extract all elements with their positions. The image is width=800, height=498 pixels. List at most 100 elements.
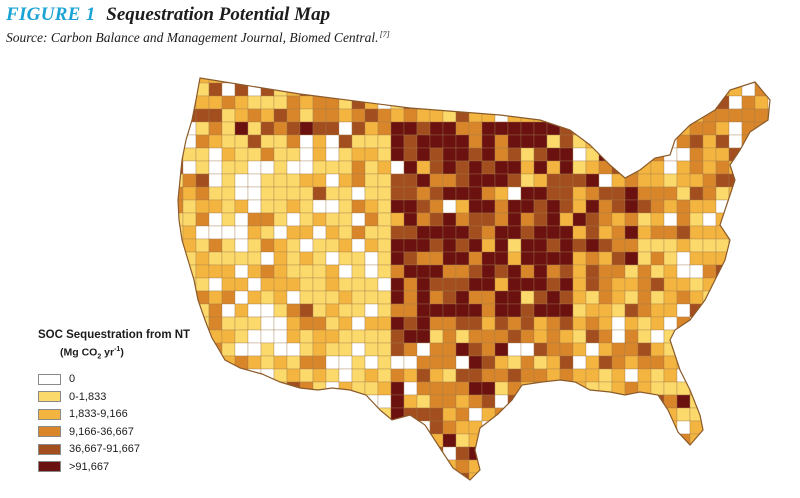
county-cell [481,303,496,318]
county-cell [390,303,405,318]
county-cell [494,238,509,253]
county-cell [507,121,522,136]
county-cell [637,238,652,253]
county-cell [676,420,691,435]
county-cell [287,486,300,495]
county-cell [260,329,275,344]
county-cell [637,121,652,136]
county-cell [507,446,522,461]
county-cell [429,394,444,409]
county-cell [377,290,392,305]
county-cell [689,329,704,344]
county-cell [468,329,483,344]
county-cell [481,433,496,448]
county-cell [260,134,275,149]
county-cell [429,420,444,435]
county-cell [273,316,288,331]
county-cell [624,290,639,305]
county-cell [611,394,626,409]
county-cell [273,186,288,201]
us-map-svg [170,77,781,495]
county-cell [741,342,756,357]
county-cell [338,212,353,227]
county-cell [624,355,639,370]
county-cell [585,225,600,240]
county-cell [178,251,184,266]
county-cell [299,147,314,162]
county-cell [650,82,665,97]
units-close: ) [120,346,124,359]
county-cell [754,316,769,331]
county-cell [325,433,340,448]
county-cell [520,186,535,201]
county-cell [468,381,483,396]
county-cell [689,134,704,149]
county-cell [768,486,781,495]
county-cell [195,95,210,110]
county-cell [767,407,770,422]
county-cell [572,303,587,318]
county-cell [352,486,365,495]
county-cell [403,303,418,318]
county-cell [767,316,770,331]
county-cell [286,355,301,370]
county-cell [235,486,248,495]
county-cell [559,433,574,448]
county-cell [533,277,548,292]
county-cell [247,420,262,435]
county-cell [403,264,418,279]
county-cell [624,420,639,435]
county-cell [468,264,483,279]
county-cell [208,160,223,175]
county-cell [481,472,496,480]
county-cell [247,394,262,409]
county-cell [208,264,223,279]
county-cell [702,368,717,383]
county-cell [195,251,210,266]
county-cell [312,368,327,383]
county-cell [351,316,366,331]
county-cell [559,199,574,214]
county-cell [689,316,704,331]
county-cell [637,78,652,84]
county-cell [299,394,314,409]
county-cell [702,329,717,344]
county-cell [546,420,561,435]
county-cell [494,355,509,370]
county-cell [312,394,327,409]
county-cell [715,420,730,435]
county-cell [767,472,770,480]
county-cell [481,186,496,201]
county-cell [429,199,444,214]
county-cell [286,277,301,292]
county-cell [533,147,548,162]
county-cell [221,134,236,149]
county-cell [533,433,548,448]
county-cell [273,95,288,110]
county-cell [611,121,626,136]
county-cell [170,486,183,495]
county-cell [429,134,444,149]
county-cell [468,199,483,214]
county-cell [585,121,600,136]
county-cell [325,368,340,383]
county-cell [455,407,470,422]
county-cell [377,355,392,370]
county-cell [507,147,522,162]
county-cell [390,186,405,201]
county-cell [598,108,613,123]
county-cell [481,459,496,474]
county-cell [364,472,379,480]
county-cell [689,290,704,305]
county-cell [572,433,587,448]
county-cell [195,212,210,227]
county-cell [689,381,704,396]
county-cell [299,173,314,188]
county-cell [325,147,340,162]
county-cell [351,173,366,188]
county-cell [533,134,548,149]
county-cell [390,147,405,162]
county-cell [520,472,535,480]
county-cell [624,459,639,474]
county-cell [416,303,431,318]
